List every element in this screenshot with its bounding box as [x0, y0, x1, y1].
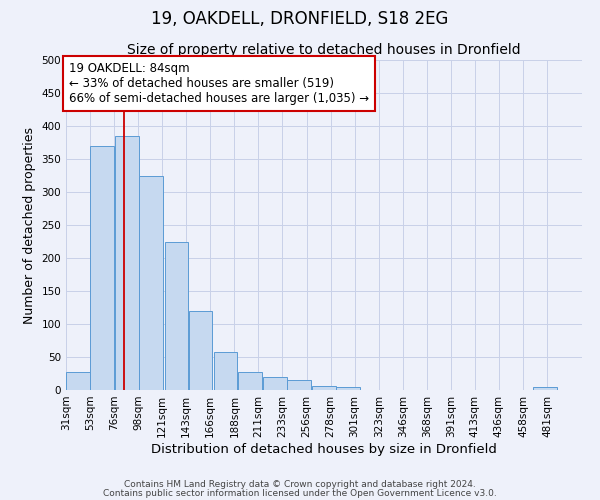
Bar [164, 242, 188, 390]
Text: Contains public sector information licensed under the Open Government Licence v3: Contains public sector information licen… [103, 488, 497, 498]
Bar [533, 388, 557, 390]
Bar [115, 136, 139, 390]
Bar [336, 388, 360, 390]
Y-axis label: Number of detached properties: Number of detached properties [23, 126, 36, 324]
Bar [66, 372, 90, 390]
Text: 19, OAKDELL, DRONFIELD, S18 2EG: 19, OAKDELL, DRONFIELD, S18 2EG [151, 10, 449, 28]
Bar [312, 386, 336, 390]
Bar [238, 372, 262, 390]
Bar [287, 380, 311, 390]
Bar [139, 176, 163, 390]
Title: Size of property relative to detached houses in Dronfield: Size of property relative to detached ho… [127, 44, 521, 58]
Text: Contains HM Land Registry data © Crown copyright and database right 2024.: Contains HM Land Registry data © Crown c… [124, 480, 476, 489]
Text: 19 OAKDELL: 84sqm
← 33% of detached houses are smaller (519)
66% of semi-detache: 19 OAKDELL: 84sqm ← 33% of detached hous… [68, 62, 369, 104]
Bar [188, 311, 212, 390]
Bar [214, 352, 238, 390]
Bar [263, 377, 287, 390]
X-axis label: Distribution of detached houses by size in Dronfield: Distribution of detached houses by size … [151, 442, 497, 456]
Bar [90, 146, 114, 390]
